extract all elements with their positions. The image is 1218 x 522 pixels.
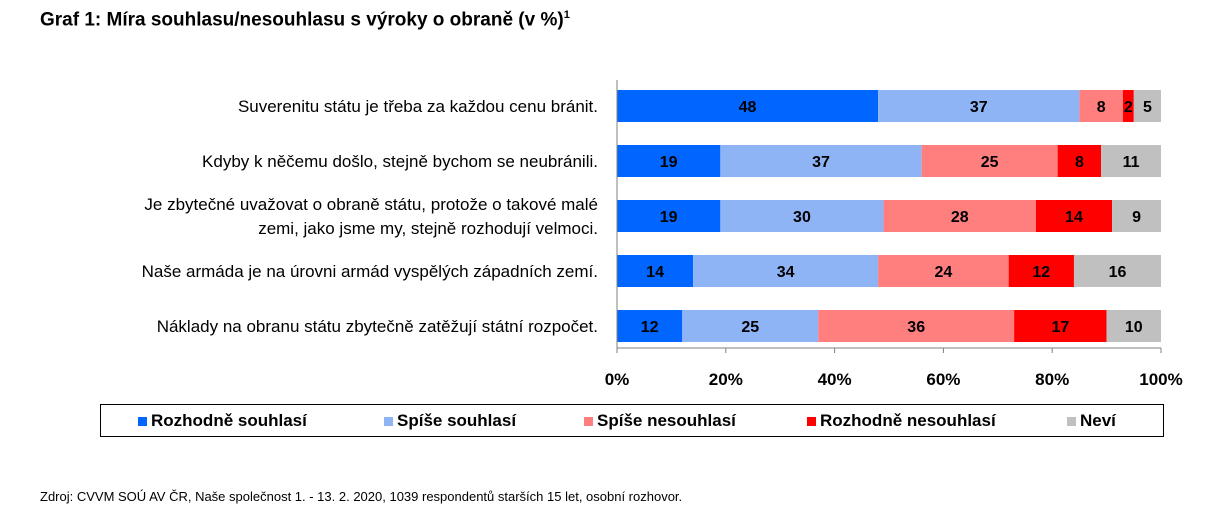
- bar-segment: [1057, 145, 1102, 177]
- bar-segment: [720, 200, 884, 232]
- legend-label: Neví: [1080, 411, 1116, 430]
- bar-segment: [617, 310, 683, 342]
- data-label: 5: [1143, 99, 1152, 116]
- data-label: 10: [1125, 319, 1143, 336]
- data-label: 37: [812, 154, 830, 171]
- legend-item: Neví: [1067, 411, 1116, 431]
- data-label: 8: [1097, 99, 1106, 116]
- data-label: 12: [641, 319, 659, 336]
- x-tick-label: 40%: [818, 370, 852, 389]
- legend-item: Spíše nesouhlasí: [584, 411, 736, 431]
- legend-label: Rozhodně souhlasí: [151, 411, 307, 430]
- data-label: 25: [741, 319, 759, 336]
- chart-title: Graf 1: Míra souhlasu/nesouhlasu s výrok…: [40, 9, 570, 31]
- category-label: Suverenitu státu je třeba za každou cenu…: [238, 97, 598, 116]
- bar-segment: [1073, 255, 1161, 287]
- category-label: Náklady na obranu státu zbytečně zatěžuj…: [157, 317, 598, 336]
- legend-item: Spíše souhlasí: [384, 411, 516, 431]
- legend-swatch: [584, 416, 593, 426]
- legend-swatch: [138, 416, 147, 426]
- bar-segment: [617, 145, 721, 177]
- bar-segment: [878, 90, 1080, 122]
- category-label: Naše armáda je na úrovni armád vyspělých…: [142, 262, 598, 281]
- bar-segment: [1079, 90, 1123, 122]
- data-label: 25: [981, 154, 999, 171]
- x-tick-label: 60%: [926, 370, 960, 389]
- chart-legend: Rozhodně souhlasí Spíše souhlasí Spíše nes…: [100, 404, 1164, 437]
- data-label: 24: [935, 264, 953, 281]
- data-label: 30: [793, 209, 811, 226]
- data-label: 36: [907, 319, 925, 336]
- legend-label: Spíše nesouhlasí: [597, 411, 736, 430]
- bar-segment: [617, 255, 694, 287]
- legend-label: Rozhodně nesouhlasí: [820, 411, 996, 430]
- data-label: 8: [1075, 154, 1084, 171]
- data-label: 9: [1132, 209, 1141, 226]
- footnote-mark: 1: [563, 9, 570, 21]
- bar-segment: [720, 145, 922, 177]
- x-tick-label: 20%: [709, 370, 743, 389]
- legend-swatch: [807, 416, 816, 426]
- bar-segment: [1122, 90, 1134, 122]
- bar-segment: [682, 310, 819, 342]
- x-tick-label: 100%: [1139, 370, 1182, 389]
- bar-segment: [1112, 200, 1161, 232]
- category-label: Je zbytečné uvažovat o obraně státu, pro…: [144, 195, 598, 214]
- category-label: zemi, jako jsme my, stejně rozhodují vel…: [258, 219, 598, 238]
- data-label: 14: [646, 264, 664, 281]
- data-label: 12: [1032, 264, 1050, 281]
- bar-segment: [883, 200, 1036, 232]
- legend-item: Rozhodně nesouhlasí: [807, 411, 996, 431]
- data-label: 2: [1124, 99, 1133, 116]
- bar-segment: [921, 145, 1058, 177]
- stacked-bar-chart: Suverenitu státu je třeba za každou cenu…: [142, 80, 1183, 389]
- bar-segment: [1035, 200, 1113, 232]
- x-tick-label: 0%: [605, 370, 630, 389]
- data-label: 34: [777, 264, 795, 281]
- bar-segment: [878, 255, 1009, 287]
- legend-swatch: [1067, 416, 1076, 426]
- legend-item: Rozhodně souhlasí: [138, 411, 307, 431]
- data-label: 19: [660, 154, 678, 171]
- legend-swatch: [384, 416, 393, 426]
- data-label: 16: [1109, 264, 1127, 281]
- bar-segment: [818, 310, 1015, 342]
- data-label: 28: [951, 209, 969, 226]
- data-label: 17: [1051, 319, 1069, 336]
- bar-segment: [617, 200, 721, 232]
- data-label: 11: [1123, 154, 1140, 171]
- source-note: Zdroj: CVVM SOÚ AV ČR, Naše společnost 1…: [40, 489, 683, 504]
- data-label: 14: [1065, 209, 1083, 226]
- bar-segment: [1133, 90, 1161, 122]
- bar-segment: [693, 255, 879, 287]
- x-tick-label: 80%: [1035, 370, 1069, 389]
- data-label: 48: [739, 99, 757, 116]
- bar-segment: [1106, 310, 1161, 342]
- bar-segment: [1101, 145, 1161, 177]
- category-label: Kdyby k něčemu došlo, stejně bychom se n…: [202, 152, 598, 171]
- data-label: 37: [970, 99, 988, 116]
- bar-segment: [1014, 310, 1107, 342]
- bar-segment: [1008, 255, 1074, 287]
- data-label: 19: [660, 209, 678, 226]
- bar-segment: [617, 90, 879, 122]
- legend-label: Spíše souhlasí: [397, 411, 517, 430]
